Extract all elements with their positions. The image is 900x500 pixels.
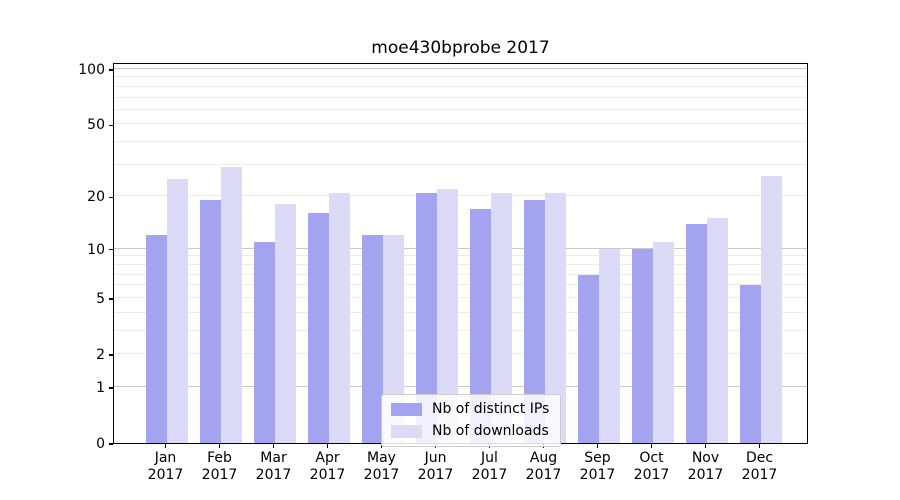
bar-downloads-dec <box>760 175 782 443</box>
chart-title: moe430bprobe 2017 <box>371 38 550 58</box>
bar-distinct-ips-nov <box>685 223 707 443</box>
x-tick-mark-apr <box>326 444 329 448</box>
bar-downloads-may <box>382 235 404 443</box>
gridline-7 <box>114 273 807 275</box>
gridline-4 <box>114 311 807 313</box>
bar-distinct-ips-may <box>361 235 383 443</box>
legend-swatch-distinct-ips <box>391 402 422 416</box>
gridline-60 <box>114 108 807 110</box>
legend-swatch-downloads <box>391 424 422 438</box>
gridline-1 <box>114 385 807 387</box>
x-tick-mark-dec <box>758 444 761 448</box>
y-tick-mark-20 <box>109 196 113 198</box>
bar-downloads-jan <box>166 179 188 443</box>
gridline-10 <box>114 247 807 249</box>
gridline-2 <box>114 353 807 354</box>
gridline-70 <box>114 96 807 98</box>
bar-downloads-jul <box>490 192 512 443</box>
legend-label-distinct-ips: Nb of distinct IPs <box>432 401 550 417</box>
y-tick-mark-1 <box>109 387 113 389</box>
x-tick-mark-mar <box>272 444 275 448</box>
gridline-80 <box>114 85 807 87</box>
bar-distinct-ips-jun <box>415 192 437 443</box>
x-tick-label-sep: Sep 2017 <box>579 450 616 483</box>
bar-downloads-nov <box>706 218 728 443</box>
y-tick-label-2: 2 <box>96 347 105 363</box>
legend-label-downloads: Nb of downloads <box>432 423 549 439</box>
bar-downloads-jun <box>436 188 458 443</box>
x-tick-mark-jan <box>164 444 167 448</box>
bar-distinct-ips-dec <box>739 285 761 443</box>
x-tick-label-dec: Dec 2017 <box>741 450 778 483</box>
bar-downloads-mar <box>274 204 296 443</box>
x-tick-label-jun: Jun 2017 <box>417 450 454 483</box>
x-tick-label-oct: Oct 2017 <box>633 450 670 483</box>
y-tick-label-0: 0 <box>96 436 105 452</box>
bar-distinct-ips-apr <box>307 213 329 443</box>
gridline-50 <box>114 123 807 125</box>
y-tick-mark-100 <box>109 69 113 71</box>
bar-downloads-apr <box>328 192 350 443</box>
bar-downloads-aug <box>544 192 566 443</box>
gridline-3 <box>114 329 807 331</box>
y-tick-mark-50 <box>109 124 113 127</box>
y-tick-label-5: 5 <box>96 290 105 307</box>
x-tick-mark-oct <box>650 444 653 448</box>
gridline-9 <box>114 255 807 257</box>
x-tick-label-aug: Aug 2017 <box>525 450 562 483</box>
x-tick-label-jul: Jul 2017 <box>471 450 508 483</box>
y-tick-mark-0 <box>109 443 113 445</box>
bar-distinct-ips-oct <box>631 248 653 443</box>
legend: Nb of distinct IPs Nb of downloads <box>381 394 562 447</box>
gridline-6 <box>114 284 807 286</box>
x-tick-label-jan: Jan 2017 <box>147 450 184 483</box>
x-tick-mark-nov <box>704 444 707 448</box>
gridline-5 <box>114 296 807 298</box>
bar-downloads-feb <box>220 167 242 443</box>
y-tick-mark-5 <box>109 298 113 300</box>
y-tick-label-10: 10 <box>87 241 105 258</box>
plot-area: Nb of distinct IPs Nb of downloads <box>113 63 808 447</box>
bar-downloads-oct <box>652 241 674 443</box>
gridline-30 <box>114 163 807 165</box>
x-tick-mark-sep <box>596 444 599 448</box>
x-tick-label-apr: Apr 2017 <box>309 450 346 483</box>
y-tick-mark-2 <box>109 354 113 356</box>
gridline-20 <box>114 195 807 197</box>
x-tick-mark-feb <box>218 444 221 448</box>
x-tick-label-nov: Nov 2017 <box>687 450 724 483</box>
bar-distinct-ips-jul <box>469 208 491 443</box>
y-tick-mark-10 <box>109 248 113 251</box>
gridline-40 <box>114 141 807 143</box>
y-tick-label-20: 20 <box>87 189 105 206</box>
y-tick-label-50: 50 <box>87 117 105 134</box>
legend-entry-distinct-ips: Nb of distinct IPs <box>391 401 549 417</box>
gridline-90 <box>114 76 807 78</box>
bar-distinct-ips-sep <box>577 274 599 443</box>
bar-downloads-sep <box>598 248 620 443</box>
bar-distinct-ips-mar <box>253 241 275 443</box>
bar-distinct-ips-feb <box>199 200 221 443</box>
y-tick-label-100: 100 <box>78 62 105 78</box>
x-tick-label-may: May 2017 <box>363 450 400 483</box>
bar-distinct-ips-jan <box>145 235 167 443</box>
bar-distinct-ips-aug <box>523 200 545 443</box>
x-tick-label-mar: Mar 2017 <box>255 450 292 483</box>
x-tick-label-feb: Feb 2017 <box>201 450 238 483</box>
legend-entry-downloads: Nb of downloads <box>391 423 549 439</box>
gridline-100 <box>114 68 807 69</box>
gridline-8 <box>114 263 807 265</box>
y-tick-label-1: 1 <box>96 379 105 396</box>
